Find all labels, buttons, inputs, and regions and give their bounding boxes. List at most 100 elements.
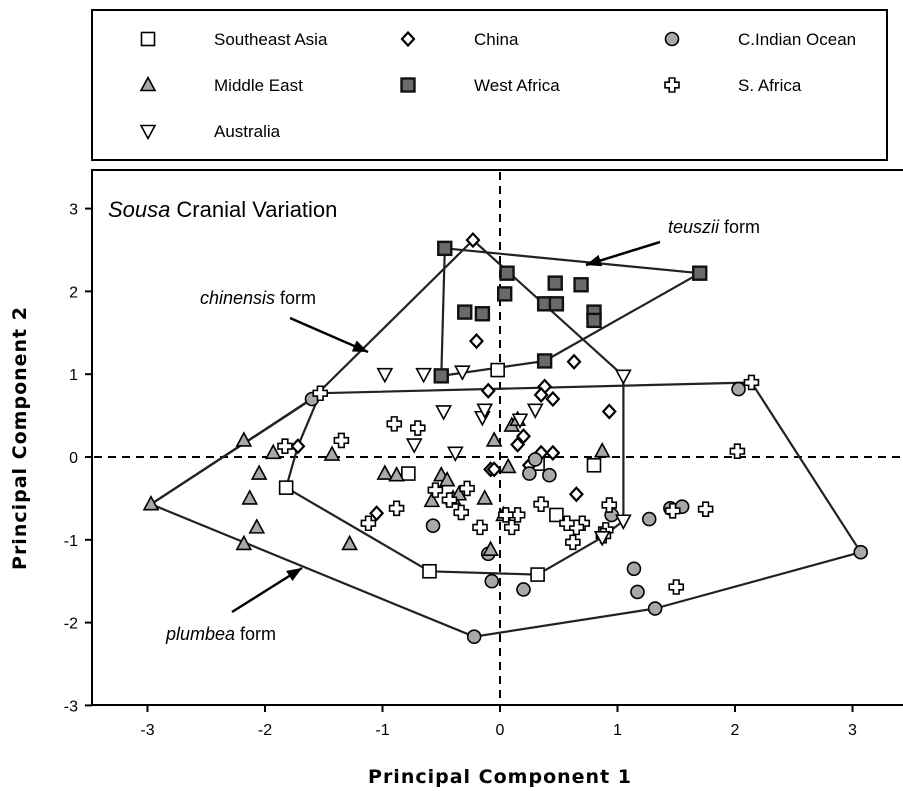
point-china: [566, 353, 582, 370]
point-southeast-asia: [422, 563, 437, 579]
point-china: [510, 436, 526, 453]
point-middle-east: [235, 534, 253, 551]
point-west-africa: [692, 265, 708, 281]
point-s-africa: [409, 420, 426, 436]
point-s-africa: [743, 374, 760, 391]
point-c-indian-ocean: [527, 452, 543, 467]
point-s-africa: [664, 503, 681, 519]
point-southeast-asia: [549, 507, 564, 523]
point-middle-east: [438, 470, 456, 487]
annotation-chinensis: chinensis form: [200, 288, 316, 308]
legend-label: West Africa: [474, 76, 560, 95]
point-australia: [615, 514, 632, 530]
point-c-indian-ocean: [466, 629, 482, 644]
y-tick-label: 2: [69, 284, 78, 301]
legend-label: Southeast Asia: [214, 30, 328, 49]
point-s-africa: [427, 482, 444, 498]
tick-group: -3 -2 -1 0 1 2 3 -3 -2 -1 0 1 2 3: [64, 202, 857, 739]
x-tick-label: 1: [613, 722, 622, 739]
point-australia: [615, 369, 632, 386]
point-c-indian-ocean: [630, 584, 645, 600]
point-c-indian-ocean: [522, 466, 537, 481]
point-west-africa: [573, 277, 589, 293]
point-c-indian-ocean: [425, 518, 441, 534]
x-axis-title: Principal Component 1: [368, 766, 632, 788]
point-australia: [476, 403, 494, 419]
point-china: [601, 403, 617, 420]
point-southeast-asia: [586, 457, 602, 473]
point-middle-east: [499, 457, 517, 474]
point-west-africa: [547, 275, 563, 291]
point-west-africa: [433, 368, 449, 384]
point-s-africa: [453, 504, 470, 521]
point-west-africa: [536, 353, 553, 369]
legend-marker-china: [400, 30, 416, 48]
point-s-africa: [386, 416, 403, 432]
series-s-africa: [277, 374, 760, 595]
point-middle-east: [388, 466, 405, 482]
y-tick-label: 3: [69, 202, 78, 219]
point-china: [533, 386, 549, 404]
point-c-indian-ocean: [626, 561, 642, 577]
point-middle-east: [485, 431, 503, 447]
point-southeast-asia: [530, 567, 545, 582]
point-west-africa: [474, 306, 491, 322]
legend-item-c-indian-ocean: C.Indian Ocean: [664, 30, 856, 49]
series-australia: [376, 365, 632, 547]
point-s-africa: [333, 432, 350, 449]
point-s-africa: [697, 501, 714, 517]
point-s-africa: [668, 579, 685, 595]
plot-frame: [91, 169, 903, 706]
y-tick-label: -2: [64, 616, 78, 633]
point-s-africa: [472, 519, 488, 536]
point-west-africa: [548, 296, 565, 312]
point-c-indian-ocean: [647, 601, 663, 616]
legend-label: S. Africa: [738, 76, 802, 95]
point-middle-east: [241, 489, 259, 505]
annotation-plumbea: plumbea form: [165, 624, 276, 644]
x-tick-label: -1: [375, 722, 389, 739]
point-middle-east: [423, 491, 441, 508]
legend-item-west-africa: West Africa: [400, 76, 560, 95]
annotation-arrowhead: [586, 254, 603, 267]
point-china: [369, 505, 385, 522]
legend-marker-middle-east: [139, 75, 157, 92]
point-c-indian-ocean: [484, 573, 500, 589]
series-china: [290, 231, 617, 522]
x-tick-label: 3: [848, 722, 857, 739]
chart-title-rest: Cranial Variation: [176, 197, 337, 222]
legend-marker-c-indian-ocean: [664, 31, 680, 47]
point-australia: [376, 367, 394, 384]
point-australia: [435, 405, 452, 421]
point-china: [469, 332, 484, 350]
annotation-teuszii: teuszii form: [668, 217, 760, 237]
point-southeast-asia: [490, 362, 505, 378]
point-c-indian-ocean: [641, 511, 657, 527]
point-s-africa: [360, 515, 377, 532]
point-s-africa: [498, 507, 514, 523]
series-west-africa: [433, 240, 708, 384]
legend-marker-southeast-asia: [140, 31, 156, 47]
y-tick-label: -3: [64, 698, 78, 715]
point-s-africa: [601, 497, 618, 513]
point-s-africa: [459, 480, 475, 497]
point-west-africa: [457, 304, 473, 320]
point-middle-east: [248, 518, 266, 534]
point-australia: [593, 531, 611, 547]
legend-item-s-africa: S. Africa: [664, 76, 802, 95]
legend-label: China: [474, 30, 519, 49]
annotation-arrowhead: [286, 568, 302, 582]
point-s-africa: [729, 443, 746, 460]
point-s-africa: [565, 534, 581, 551]
point-middle-east: [476, 489, 494, 505]
point-c-indian-ocean: [542, 467, 557, 483]
point-middle-east: [323, 445, 341, 461]
point-west-africa: [586, 312, 602, 329]
point-middle-east: [235, 431, 253, 447]
point-c-indian-ocean: [731, 381, 746, 397]
point-s-africa: [503, 519, 520, 536]
chart-title-italic: Sousa: [108, 197, 170, 222]
point-middle-east: [593, 442, 611, 458]
